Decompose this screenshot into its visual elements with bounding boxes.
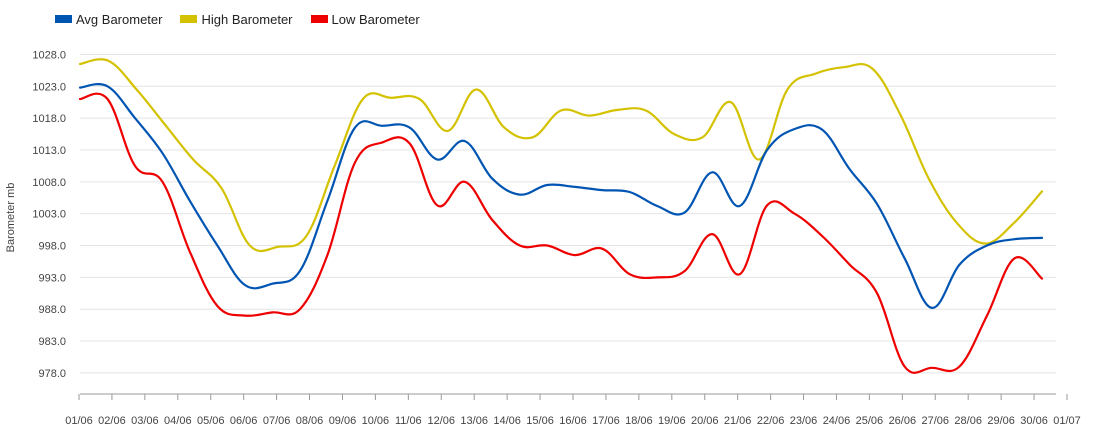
y-tick-label: 988.0 [38,304,66,316]
legend-item-high[interactable]: High Barometer [180,11,293,27]
x-tick-label: 03/06 [131,415,159,427]
x-tick-label: 21/06 [724,415,752,427]
x-tick-label: 23/06 [790,415,818,427]
legend-swatch-low [310,15,328,23]
y-tick-label: 983.0 [38,336,66,348]
x-tick-label: 01/06 [65,415,93,427]
low-barometer-line[interactable] [78,92,1044,374]
x-tick-label: 14/06 [493,415,521,427]
legend-item-avg[interactable]: Avg Barometer [55,12,162,27]
legend-item-low[interactable]: Low Barometer [310,11,420,27]
x-tick-label: 17/06 [592,415,620,427]
high-barometer-line[interactable] [78,58,1044,253]
y-tick-label: 998.0 [38,241,66,253]
x-tick-label: 07/06 [263,415,291,427]
x-tick-label: 29/06 [987,415,1015,427]
y-tick-label: 1023.0 [32,81,66,93]
x-tick-label: 25/06 [856,415,884,427]
y-tick-label: 993.0 [38,272,66,284]
y-tick-label: 978.0 [38,368,66,380]
y-tick-label: 1008.0 [32,177,66,189]
x-tick-label: 19/06 [658,415,686,427]
legend-swatch-high [180,15,198,23]
y-tick-label: 1018.0 [32,113,66,125]
x-tick-label: 26/06 [889,415,917,427]
avg-barometer-line[interactable] [78,83,1044,309]
x-tick-label: 05/06 [197,415,225,427]
legend-label-avg: Avg Barometer [76,11,163,27]
legend: Avg Barometer High Barometer Low Baromet… [55,10,438,28]
x-tick-label: 22/06 [757,415,785,427]
x-tick-label: 18/06 [625,415,653,427]
legend-label-high: High Barometer [201,11,293,27]
legend-label-low: Low Barometer [331,11,420,27]
series-lines [78,58,1044,374]
x-tick-label: 13/06 [460,415,488,427]
x-tick-label: 28/06 [954,415,982,427]
y-axis-title: Barometer mb [5,183,17,253]
x-tick-label: 08/06 [296,415,324,427]
x-tick-label: 24/06 [823,415,851,427]
y-tick-label: 1003.0 [32,209,66,221]
x-tick-label: 09/06 [329,415,357,427]
x-tick-label: 10/06 [362,415,390,427]
x-tick-label: 04/06 [164,415,192,427]
x-tick-label: 12/06 [428,415,456,427]
x-axis-ticks: 01/06 02/06 03/06 04/06 05/06 06/06 07/06 08/06… [65,394,1081,427]
y-tick-label: 1013.0 [32,145,66,157]
x-tick-label: 01/07 [1053,415,1081,427]
x-tick-label: 16/06 [559,415,587,427]
y-tick-label: 1028.0 [32,49,66,61]
x-tick-label: 06/06 [230,415,258,427]
x-tick-label: 02/06 [98,415,126,427]
grid-lines [80,53,1056,395]
x-tick-label: 30/06 [1020,415,1048,427]
x-tick-label: 27/06 [922,415,950,427]
legend-swatch-avg [55,15,72,23]
y-axis-ticks: 978.0 983.0 988.0 993.0 998.0 1003.0 1008.0 101… [32,49,66,379]
x-tick-label: 15/06 [526,415,554,427]
x-tick-label: 11/06 [395,415,422,427]
x-tick-label: 20/06 [691,415,719,427]
